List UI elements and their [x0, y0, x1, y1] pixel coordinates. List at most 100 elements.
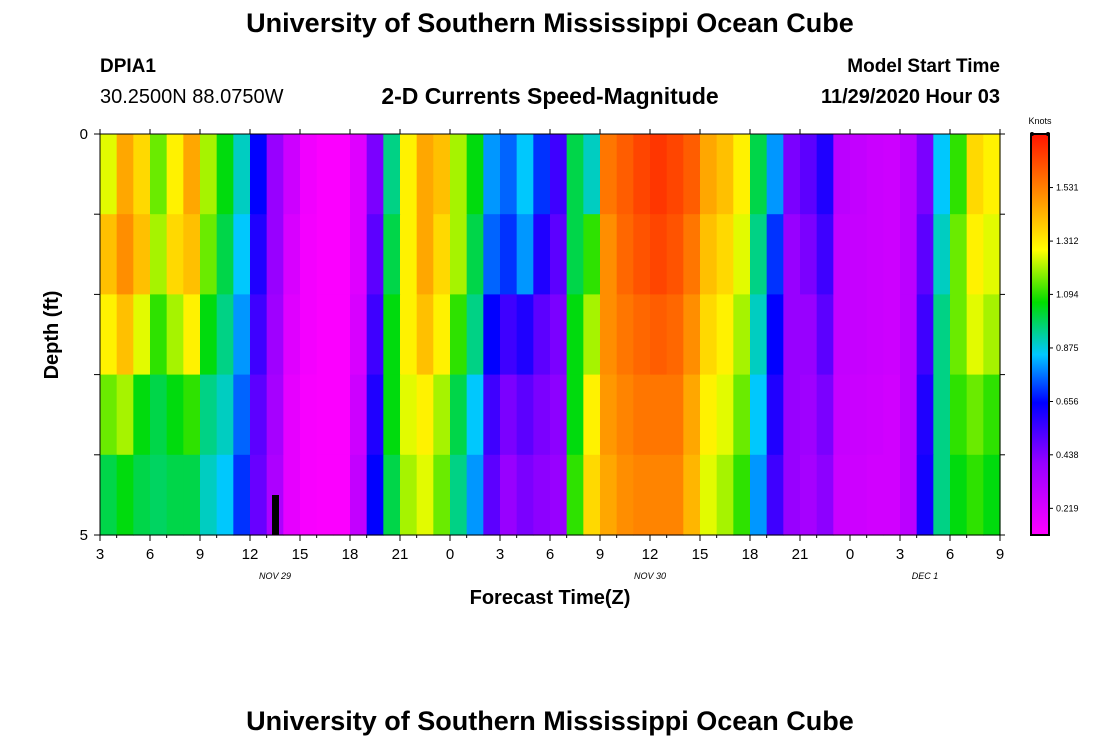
station-coordinates: 30.2500N 88.0750W	[100, 86, 284, 108]
heatmap-cell	[900, 374, 918, 456]
heatmap-cell	[200, 214, 218, 295]
heatmap-cell	[566, 294, 584, 376]
heatmap-cell	[983, 134, 1001, 215]
heatmap-cell	[450, 134, 468, 215]
heatmap-cell	[466, 294, 484, 376]
colorbar-tick-label: 1.312	[1056, 236, 1079, 246]
x-tick-label: 0	[446, 546, 454, 563]
axes: 3 6 9 12 15 18 21 0 3 6 9 12 15 18 21 0 3 6 9 NOV 29 NOV 30 D…	[80, 126, 1005, 581]
heatmap-cell	[883, 374, 901, 456]
heatmap-cell	[800, 134, 818, 215]
heatmap-cell	[483, 374, 501, 456]
heatmap-cell	[933, 294, 951, 376]
heatmap-cell	[733, 294, 751, 376]
heatmap-cell	[633, 214, 651, 295]
heatmap-cell	[550, 454, 568, 536]
heatmap-cell	[483, 454, 501, 536]
heatmap-cell	[833, 294, 851, 376]
heatmap-cell	[666, 134, 684, 215]
heatmap-cell	[966, 214, 984, 295]
y-tick-label: 5	[80, 527, 88, 544]
heatmap-cell	[433, 374, 451, 456]
heatmap-cell	[966, 374, 984, 456]
heatmap-cell	[133, 134, 151, 215]
heatmap-cell	[516, 454, 534, 536]
heatmap-cell	[216, 454, 234, 536]
heatmap-cell	[533, 294, 551, 376]
x-tick-label: 12	[242, 546, 259, 563]
y-tick-label: 0	[80, 126, 88, 143]
colorbar-tick-label: 0.875	[1056, 343, 1079, 353]
heatmap-cell	[533, 134, 551, 215]
heatmap-cell	[916, 374, 934, 456]
heatmap-cell	[333, 134, 351, 215]
heatmap-cell	[466, 374, 484, 456]
heatmap-cell	[716, 134, 734, 215]
heatmap-cell	[350, 214, 368, 295]
heatmap-cell	[666, 454, 684, 536]
colorbar-tick-label: 1.531	[1056, 183, 1079, 193]
heatmap-cell	[716, 294, 734, 376]
heatmap-cell	[616, 294, 634, 376]
heatmap-cell	[450, 214, 468, 295]
heatmap-cell	[566, 374, 584, 456]
heatmap-cell	[783, 374, 801, 456]
heatmap-cell	[716, 454, 734, 536]
heatmap-cell	[783, 134, 801, 215]
heatmap-cell	[866, 294, 884, 376]
heatmap-cell	[266, 134, 284, 215]
heatmap-cell	[650, 454, 668, 536]
heatmap-cell	[183, 134, 201, 215]
heatmap-cell	[933, 374, 951, 456]
x-axis-label: Forecast Time(Z)	[470, 587, 631, 609]
heatmap-cell	[650, 134, 668, 215]
x-tick-label: 21	[792, 546, 809, 563]
heatmap-cell	[683, 294, 701, 376]
colorbar-tick-label: 0.656	[1056, 396, 1079, 406]
heatmap-cell	[816, 214, 834, 295]
heatmap-cell	[300, 134, 318, 215]
heatmap-cell	[750, 294, 768, 376]
heatmap-cell	[366, 374, 384, 456]
heatmap-cell	[966, 454, 984, 536]
x-tick-label: 3	[896, 546, 904, 563]
heatmap-cell	[700, 374, 718, 456]
x-tick-label: 15	[292, 546, 309, 563]
heatmap-cell	[350, 454, 368, 536]
heatmap-cell	[400, 214, 418, 295]
heatmap-cell	[966, 134, 984, 215]
heatmap-cell	[150, 214, 168, 295]
heatmap-cell	[816, 134, 834, 215]
heatmap-cell	[150, 374, 168, 456]
heatmap-cell	[416, 374, 434, 456]
heatmap-cell	[600, 294, 618, 376]
heatmap-cell	[816, 454, 834, 536]
date-label: NOV 30	[634, 571, 666, 581]
heatmap-cell	[700, 294, 718, 376]
heatmap-cell	[466, 134, 484, 215]
heatmap-cell	[850, 294, 868, 376]
heatmap-cell	[316, 454, 334, 536]
heatmap-cell	[350, 294, 368, 376]
heatmap-cell	[916, 294, 934, 376]
heatmap-cell	[716, 374, 734, 456]
heatmap-cell	[533, 214, 551, 295]
heatmap-cell	[866, 214, 884, 295]
heatmap-cell	[566, 454, 584, 536]
heatmap-cell	[166, 374, 184, 456]
heatmap-cell	[866, 374, 884, 456]
heatmap-cell	[750, 454, 768, 536]
heatmap-cell	[100, 374, 118, 456]
heatmap-cell	[250, 294, 268, 376]
heatmap-cell	[466, 214, 484, 295]
heatmap-cell	[400, 134, 418, 215]
heatmap-cell	[550, 134, 568, 215]
heatmap-cell	[150, 294, 168, 376]
heatmap-cell	[883, 294, 901, 376]
heatmap-cell	[550, 214, 568, 295]
heatmap-cell	[916, 134, 934, 215]
heatmap-cell	[750, 134, 768, 215]
heatmap-cell	[183, 454, 201, 536]
heatmap-cell	[366, 214, 384, 295]
